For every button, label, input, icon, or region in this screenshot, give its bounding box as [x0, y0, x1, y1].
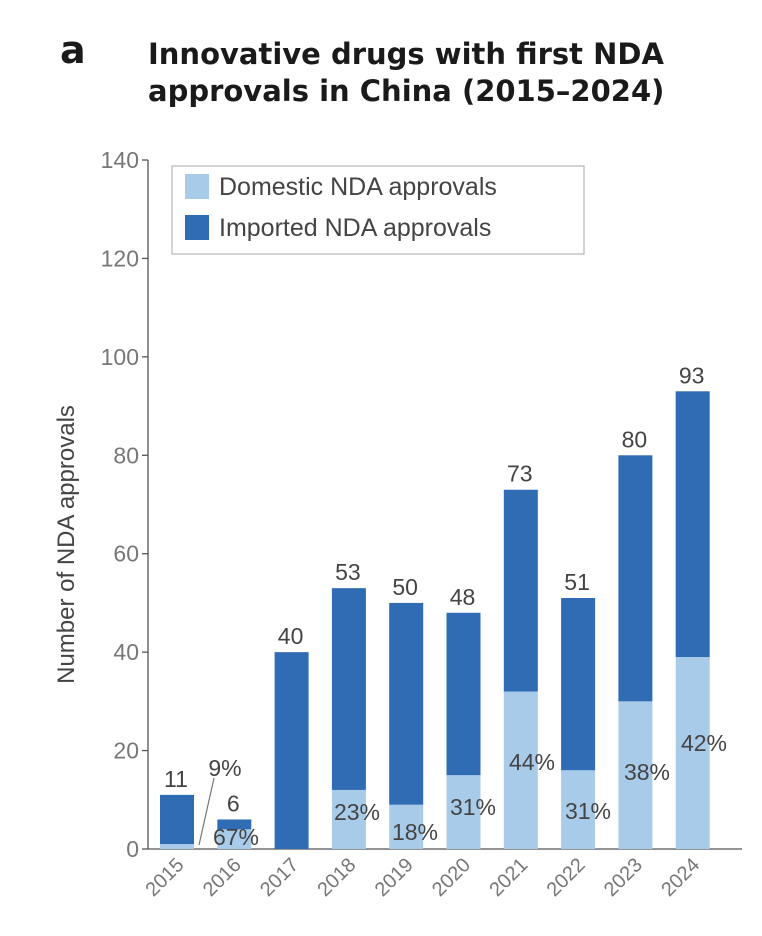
- y-tick-label: 40: [113, 639, 139, 665]
- domestic-share-label: 9%: [208, 755, 241, 781]
- bar-domestic: [675, 657, 710, 849]
- bar-domestic: [561, 770, 596, 849]
- legend-label: Imported NDA approvals: [219, 214, 491, 242]
- bar-total-label: 93: [679, 362, 705, 388]
- domestic-share-label: 42%: [681, 730, 727, 756]
- domestic-share-label: 38%: [624, 759, 670, 785]
- y-axis-title: Number of NDA approvals: [53, 405, 80, 684]
- y-tick-label: 0: [126, 836, 139, 862]
- x-tick-label: 2023: [600, 854, 647, 901]
- y-tick-label: 120: [101, 245, 139, 271]
- y-tick-label: 80: [113, 442, 139, 468]
- domestic-share-label: 31%: [565, 798, 611, 824]
- domestic-share-label: 67%: [213, 824, 259, 850]
- bar-domestic: [331, 789, 366, 849]
- bar-total-label: 50: [392, 574, 418, 600]
- x-tick-label: 2022: [543, 854, 590, 901]
- bar-total-label: 11: [164, 766, 188, 792]
- bar-imported: [675, 391, 710, 658]
- bar-total-label: 51: [564, 569, 590, 595]
- bar-imported: [217, 819, 252, 830]
- y-tick-label: 20: [113, 738, 139, 764]
- bar-imported: [503, 489, 538, 692]
- x-tick-label: 2017: [256, 854, 303, 901]
- x-tick-label: 2019: [371, 854, 418, 901]
- legend-swatch-domestic: [185, 174, 209, 199]
- domestic-share-label: 23%: [334, 799, 380, 825]
- bar-domestic: [389, 804, 424, 849]
- bar-imported: [274, 652, 309, 849]
- bar-imported: [160, 794, 194, 845]
- legend-box: [171, 165, 585, 255]
- x-tick-label: 2020: [428, 854, 475, 901]
- bar-imported: [389, 602, 424, 805]
- bar-domestic: [160, 844, 194, 849]
- y-tick-label: 60: [113, 541, 139, 567]
- bar-total-label: 40: [278, 623, 304, 649]
- bar-domestic: [446, 775, 481, 849]
- x-tick-label: 2021: [485, 854, 532, 901]
- bar-imported: [331, 588, 366, 790]
- bar-total-label: 73: [507, 461, 533, 487]
- x-tick-label: 2024: [657, 854, 704, 901]
- chart-title-line-2: approvals in China (2015–2024): [148, 74, 665, 108]
- domestic-share-label: 18%: [392, 819, 438, 845]
- bar-total-label: 53: [335, 559, 361, 585]
- y-tick-label: 100: [101, 344, 139, 370]
- x-tick-label: 2015: [142, 854, 189, 901]
- bar-domestic: [618, 701, 653, 849]
- bar-domestic: [217, 829, 252, 849]
- bar-total-label: 6: [227, 790, 240, 816]
- bar-imported: [618, 455, 653, 702]
- x-tick-label: 2018: [313, 854, 360, 901]
- legend-swatch-imported: [185, 215, 209, 240]
- bar-domestic: [503, 691, 538, 849]
- chart-title-line-1: Innovative drugs with first NDA: [148, 37, 664, 71]
- panel-label: a: [60, 28, 86, 72]
- x-tick-label: 2016: [199, 854, 246, 901]
- domestic-share-label: 44%: [509, 749, 555, 775]
- bar-total-label: 80: [622, 426, 648, 452]
- share-leader-line: [198, 777, 215, 846]
- bar-total-label: 48: [450, 584, 476, 610]
- bar-imported: [561, 598, 596, 771]
- chart-title: Innovative drugs with first NDA approval…: [148, 36, 728, 110]
- domestic-share-label: 31%: [450, 794, 496, 820]
- bar-imported: [446, 612, 481, 776]
- legend-label: Domestic NDA approvals: [219, 173, 497, 201]
- y-tick-label: 140: [101, 147, 139, 173]
